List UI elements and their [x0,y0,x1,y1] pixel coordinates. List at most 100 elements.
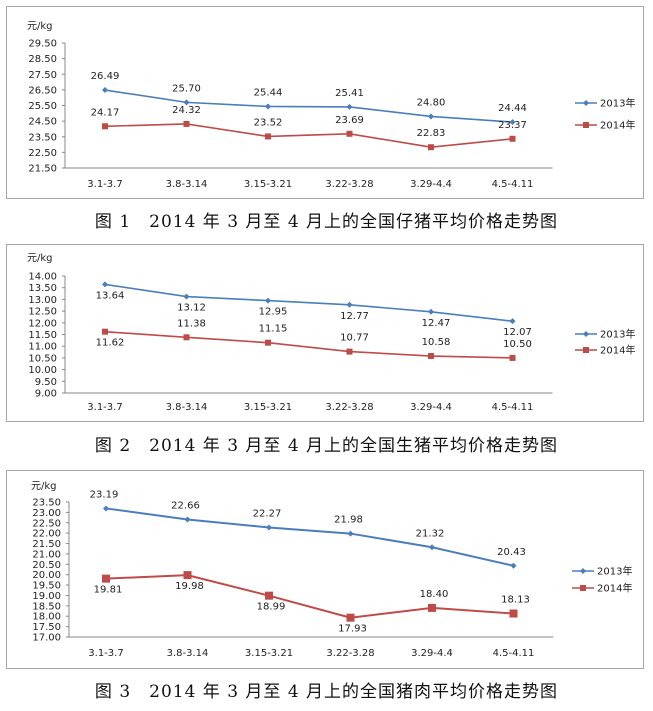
data-point-marker [346,103,353,110]
x-tick-label: 3.22-3.28 [326,648,374,659]
legend-marker [583,347,589,353]
data-label: 13.64 [96,290,125,301]
legend-label: 2013年 [600,97,635,110]
data-label: 26.49 [91,71,120,82]
data-label: 25.70 [172,83,201,94]
series-line-2013 [104,283,513,322]
y-tick-label: 21.00 [32,549,61,560]
x-tick-label: 3.15-3.21 [244,179,292,190]
data-point-marker [509,119,516,126]
data-label: 10.50 [503,339,532,350]
data-point-marker [183,99,190,106]
data-point-marker [102,328,108,335]
y-tick-label: 20.50 [32,560,61,571]
data-point-marker [346,613,355,622]
data-label: 19.81 [94,585,123,596]
y-tick-label: 18.00 [32,612,61,623]
data-label: 12.07 [503,327,532,338]
y-tick-label: 28.50 [28,54,57,65]
chart-panel-1: 元/kg 29.50 28.50 27.50 26.50 25.50 24.50 23.50 2… [6,6,644,199]
x-tick-label: 3.15-3.21 [245,648,293,659]
data-point-marker [266,524,272,531]
data-point-marker [265,297,271,304]
data-label: 11.15 [259,324,288,335]
data-point-marker [183,120,190,127]
y-tick-label: 22.50 [28,148,57,159]
data-label: 12.77 [340,311,369,322]
y-tick-label: 24.50 [28,117,57,128]
x-tick-label: 3.22-3.28 [325,402,373,413]
data-label: 18.40 [420,589,449,600]
series-line-2013 [105,507,514,567]
y-tick-label: 9.00 [35,389,57,400]
y-tick-label: 19.50 [32,581,61,592]
data-label: 10.77 [340,333,369,344]
x-tick-label: 3.15-3.21 [244,402,292,413]
data-label: 22.66 [171,500,200,511]
chart-panel-3: 元/kg 23.50 23.00 22.50 22.00 21.50 21.00 20.50 2… [6,470,644,669]
data-label: 23.19 [90,489,119,500]
legend-marker [583,100,589,106]
data-point-marker [509,609,518,618]
data-point-marker [428,308,434,315]
x-tick-label: 3.8-3.14 [166,402,208,413]
data-point-marker [184,516,191,523]
x-tick-label: 3.29-4.4 [410,402,452,413]
y-tick-label: 23.00 [32,508,61,519]
series-line-2013 [104,89,513,123]
y-tick-label: 23.50 [32,498,61,509]
y-axis-unit: 元/kg [31,481,57,492]
legend-label: 2014年 [600,344,635,357]
legend-label: 2013年 [600,328,635,341]
y-tick-label: 20.00 [32,570,61,581]
data-label: 18.13 [501,595,530,606]
data-label: 24.17 [91,107,120,118]
data-label: 25.41 [335,88,364,99]
data-point-marker [429,544,435,551]
y-tick-label: 13.00 [28,295,57,306]
data-point-marker [102,574,110,583]
y-tick-label: 29.50 [28,39,57,50]
data-label: 21.32 [416,528,445,539]
y-tick-label: 27.50 [28,70,57,81]
y-tick-label: 23.50 [28,132,57,143]
data-label: 23.69 [335,115,364,126]
x-tick-label: 3.29-4.4 [411,648,453,659]
data-point-marker [103,505,109,512]
legend-marker [580,568,586,574]
data-point-marker [346,348,353,355]
y-tick-label: 11.50 [28,330,57,341]
data-point-marker [509,318,516,325]
data-label: 23.37 [498,120,527,131]
chart-1-caption: 图 1 2014 年 3 月至 4 月上的全国仔猪平均价格走势图 [94,212,559,232]
y-tick-label: 17.50 [32,622,61,633]
y-tick-label: 13.50 [28,283,57,294]
y-tick-label: 21.50 [28,164,57,175]
data-label: 18.99 [257,602,286,613]
data-label: 23.52 [254,117,283,128]
data-point-marker [265,133,271,140]
y-tick-label: 9.50 [35,377,57,388]
y-tick-label: 12.00 [28,318,57,329]
data-label: 12.95 [259,307,288,318]
y-tick-label: 17.00 [32,633,61,644]
y-axis-unit: 元/kg [27,21,53,32]
y-tick-label: 26.50 [28,85,57,96]
chart-3-svg: 元/kg23.5023.0022.5022.0021.5021.0020.502… [31,481,632,659]
chart-3-caption: 图 3 2014 年 3 月至 4 月上的全国猪肉平均价格走势图 [94,682,559,702]
y-tick-label: 11.00 [28,342,57,353]
data-point-marker [265,103,271,110]
legend-marker [583,122,589,128]
data-label: 11.38 [177,318,206,329]
x-tick-label: 3.1-3.7 [87,179,122,190]
data-label: 22.27 [253,509,282,520]
data-point-marker [428,113,434,120]
y-tick-label: 10.00 [28,365,57,376]
series-line-2014 [104,123,513,149]
data-point-marker [183,571,192,580]
y-tick-label: 18.50 [32,601,61,612]
series-line-2014 [104,330,513,359]
data-point-marker [347,530,354,537]
x-tick-label: 3.22-3.28 [325,179,373,190]
data-point-marker [102,281,108,288]
